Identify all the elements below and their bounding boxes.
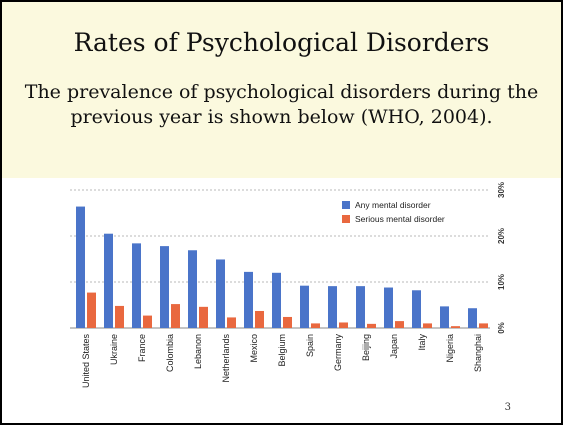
bar-any [244,271,253,328]
legend-label: Any mental disorder [355,200,431,210]
bar-serious [171,304,180,328]
bar-any [132,243,141,328]
legend-swatch [342,201,350,209]
y-tick-label: 30% [497,182,506,198]
bar-serious [451,326,460,328]
page-number: 3 [504,402,511,413]
bar-any [272,272,281,328]
bar-any [188,250,197,328]
slide-subtitle: The prevalence of psychological disorder… [24,81,539,128]
category-label: Japan [389,334,399,359]
category-label: Spain [305,334,315,357]
bar-any [356,286,365,328]
bar-serious [339,322,348,328]
category-label: Belgium [277,334,287,367]
bar-serious [143,315,152,328]
category-label: Netherlands [221,334,231,383]
bar-serious [423,323,432,328]
category-label: Italy [417,334,427,351]
category-label: Mexico [249,334,259,363]
category-label: Shanghai [473,334,483,372]
bar-serious [395,321,404,328]
category-label: Nigeria [445,334,455,363]
category-label: Beijing [361,334,371,361]
slide-title: Rates of Psychological Disorders [73,28,490,57]
y-tick-label: 0% [497,322,506,334]
y-tick-label: 20% [497,228,506,244]
category-label: Germany [333,334,343,372]
bar-serious [199,306,208,328]
bar-serious [227,317,236,328]
category-label: United States [81,334,91,389]
bar-any [216,259,225,328]
bar-serious [255,310,264,328]
bar-any [160,246,169,328]
bar-any [468,308,477,328]
bar-serious [311,323,320,328]
bar-serious [115,305,124,328]
bar-any [300,285,309,328]
bar-serious [87,292,96,328]
bar-any [104,233,113,328]
category-label: Ukraine [109,334,119,365]
legend-swatch [342,215,350,223]
bar-serious [367,323,376,328]
category-label: Lebanon [193,334,203,369]
y-tick-label: 10% [497,274,506,290]
bar-any [412,290,421,328]
category-label: France [137,334,147,362]
bar-serious [283,316,292,328]
legend-label: Serious mental disorder [355,214,445,224]
chart-area: 0% 10% 20% 30% United States Ukraine France Col… [2,178,561,423]
category-label: Colombia [165,334,175,372]
prevalence-bar-chart: 0% 10% 20% 30% United States Ukraine France Col… [70,182,506,389]
bar-serious [479,323,488,328]
bar-any [76,206,85,328]
bar-any [328,286,337,328]
bar-any [440,306,449,328]
slide-header: Rates of Psychological Disorders The pre… [2,2,561,178]
bar-any [384,287,393,328]
